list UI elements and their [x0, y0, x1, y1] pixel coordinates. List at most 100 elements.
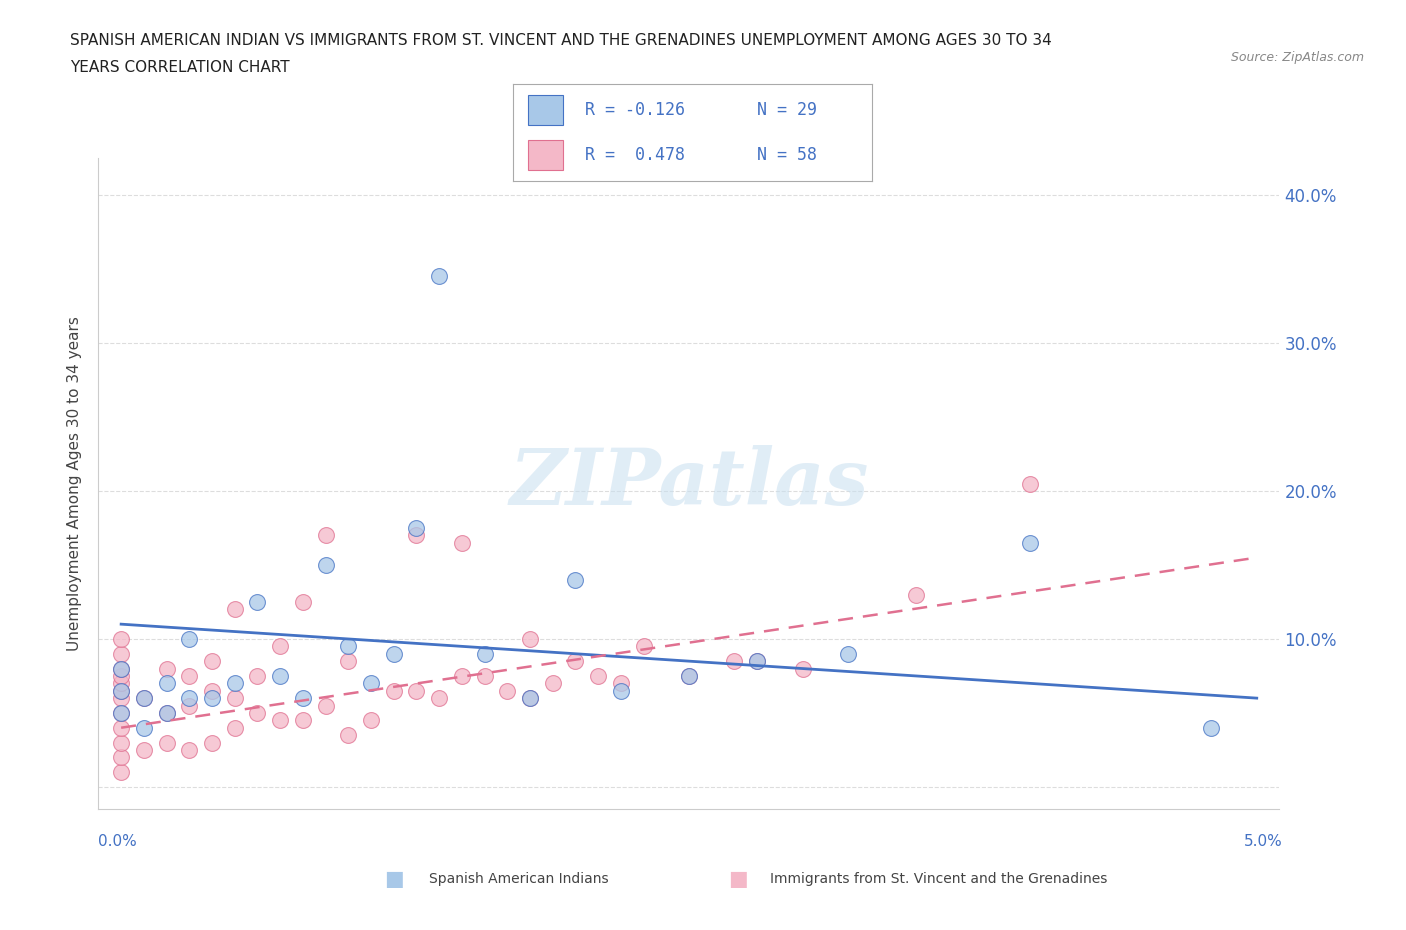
Point [224, 676, 246, 691]
Point [723, 654, 745, 669]
Y-axis label: Unemployment Among Ages 30 to 34 years: Unemployment Among Ages 30 to 34 years [67, 316, 83, 651]
Text: Immigrants from St. Vincent and the Grenadines: Immigrants from St. Vincent and the Gren… [770, 871, 1108, 886]
Point [155, 706, 177, 721]
Point [678, 669, 700, 684]
Point [110, 661, 132, 676]
Point [269, 639, 291, 654]
Point [132, 742, 155, 757]
Point [110, 676, 132, 691]
Point [427, 691, 450, 706]
Text: YEARS CORRELATION CHART: YEARS CORRELATION CHART [70, 60, 290, 75]
Point [315, 528, 337, 543]
Point [110, 691, 132, 706]
Text: Spanish American Indians: Spanish American Indians [429, 871, 609, 886]
Point [179, 669, 201, 684]
Point [610, 684, 633, 698]
Point [224, 602, 246, 617]
Point [132, 691, 155, 706]
FancyBboxPatch shape [527, 96, 564, 125]
Point [745, 654, 768, 669]
FancyBboxPatch shape [527, 140, 564, 169]
Point [179, 742, 201, 757]
Point [179, 631, 201, 646]
Point [405, 528, 427, 543]
Point [519, 691, 541, 706]
Point [110, 631, 132, 646]
Point [110, 720, 132, 735]
Point [155, 735, 177, 750]
Point [633, 639, 655, 654]
Point [269, 713, 291, 728]
Point [315, 698, 337, 713]
Point [427, 269, 450, 284]
Text: R = -0.126: R = -0.126 [585, 101, 685, 119]
Point [564, 654, 586, 669]
Point [132, 720, 155, 735]
Point [474, 646, 496, 661]
Point [291, 713, 314, 728]
Point [337, 639, 360, 654]
Point [110, 750, 132, 764]
Point [246, 594, 269, 609]
Point [246, 669, 269, 684]
Point [496, 684, 519, 698]
Point [382, 646, 405, 661]
Point [201, 684, 224, 698]
Text: 5.0%: 5.0% [1243, 834, 1282, 849]
Point [155, 661, 177, 676]
Point [110, 735, 132, 750]
Point [246, 706, 269, 721]
Point [837, 646, 859, 661]
Point [110, 684, 132, 698]
Point [110, 646, 132, 661]
Point [745, 654, 768, 669]
Point [450, 536, 472, 551]
Point [110, 661, 132, 676]
Point [110, 669, 132, 684]
Point [132, 691, 155, 706]
Text: ■: ■ [728, 869, 748, 889]
Point [678, 669, 700, 684]
Point [1018, 476, 1040, 491]
Text: Source: ZipAtlas.com: Source: ZipAtlas.com [1230, 51, 1364, 64]
Point [224, 720, 246, 735]
Point [201, 735, 224, 750]
Point [360, 676, 382, 691]
Point [110, 684, 132, 698]
Point [586, 669, 609, 684]
Point [519, 691, 541, 706]
Point [1018, 536, 1040, 551]
Point [291, 691, 314, 706]
Point [610, 676, 633, 691]
Point [224, 691, 246, 706]
Text: ■: ■ [384, 869, 404, 889]
Point [179, 691, 201, 706]
Point [110, 706, 132, 721]
Point [382, 684, 405, 698]
Point [110, 764, 132, 779]
Point [201, 691, 224, 706]
Point [405, 521, 427, 536]
Text: R =  0.478: R = 0.478 [585, 146, 685, 164]
Point [291, 594, 314, 609]
Point [337, 654, 360, 669]
Point [110, 706, 132, 721]
Point [155, 676, 177, 691]
Text: SPANISH AMERICAN INDIAN VS IMMIGRANTS FROM ST. VINCENT AND THE GRENADINES UNEMPL: SPANISH AMERICAN INDIAN VS IMMIGRANTS FR… [70, 33, 1052, 47]
Point [519, 631, 541, 646]
Text: N = 29: N = 29 [756, 101, 817, 119]
Point [905, 587, 928, 602]
Point [450, 669, 472, 684]
Point [405, 684, 427, 698]
Point [201, 654, 224, 669]
Point [541, 676, 564, 691]
Point [1201, 720, 1223, 735]
Point [474, 669, 496, 684]
Point [564, 572, 586, 587]
Text: N = 58: N = 58 [756, 146, 817, 164]
Point [269, 669, 291, 684]
Point [155, 706, 177, 721]
Point [337, 727, 360, 742]
Text: ZIPatlas: ZIPatlas [509, 445, 869, 522]
Point [792, 661, 814, 676]
